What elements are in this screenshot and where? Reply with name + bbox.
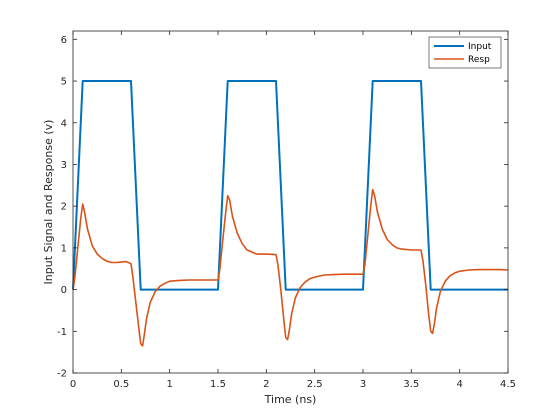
y-tick-label: 5	[61, 77, 67, 88]
y-tick-label: 2	[61, 202, 67, 213]
x-tick-label: 1.5	[210, 379, 226, 390]
y-tick-label: 3	[61, 160, 67, 171]
axes-box	[72, 30, 509, 374]
x-tick-label: 4.5	[500, 379, 516, 390]
legend: Input Resp	[428, 36, 502, 69]
x-tick-label: 3.5	[403, 379, 419, 390]
y-axis-ticks: -2 -1 0 1 2 3 4 5 6	[57, 35, 508, 380]
series-line-resp	[72, 188, 509, 347]
x-axis-ticks: 0 0.5 1 1.5 2 2.5 3 3.5 4 4.5	[70, 31, 516, 390]
x-tick-label: 2.5	[307, 379, 323, 390]
x-tick-label: 3	[360, 379, 366, 390]
x-tick-label: 1	[166, 379, 172, 390]
x-tick-label: 2	[263, 379, 269, 390]
y-tick-label: 0	[61, 285, 67, 296]
y-axis-label: Input Signal and Response (v)	[42, 120, 55, 285]
x-tick-label: 0	[70, 379, 76, 390]
series-layer	[72, 80, 509, 347]
y-tick-label: 6	[61, 35, 67, 46]
series-line-input	[72, 80, 508, 291]
x-tick-label: 4	[456, 379, 462, 390]
y-tick-label: -1	[57, 327, 67, 338]
y-tick-label: 4	[61, 118, 67, 129]
legend-label: Resp	[468, 55, 490, 65]
x-tick-label: 0.5	[113, 379, 129, 390]
y-tick-label: -2	[57, 369, 67, 380]
legend-box	[428, 36, 502, 69]
legend-label: Input	[468, 42, 492, 52]
y-tick-label: 1	[61, 243, 67, 254]
x-axis-label: Time (ns)	[264, 393, 317, 406]
